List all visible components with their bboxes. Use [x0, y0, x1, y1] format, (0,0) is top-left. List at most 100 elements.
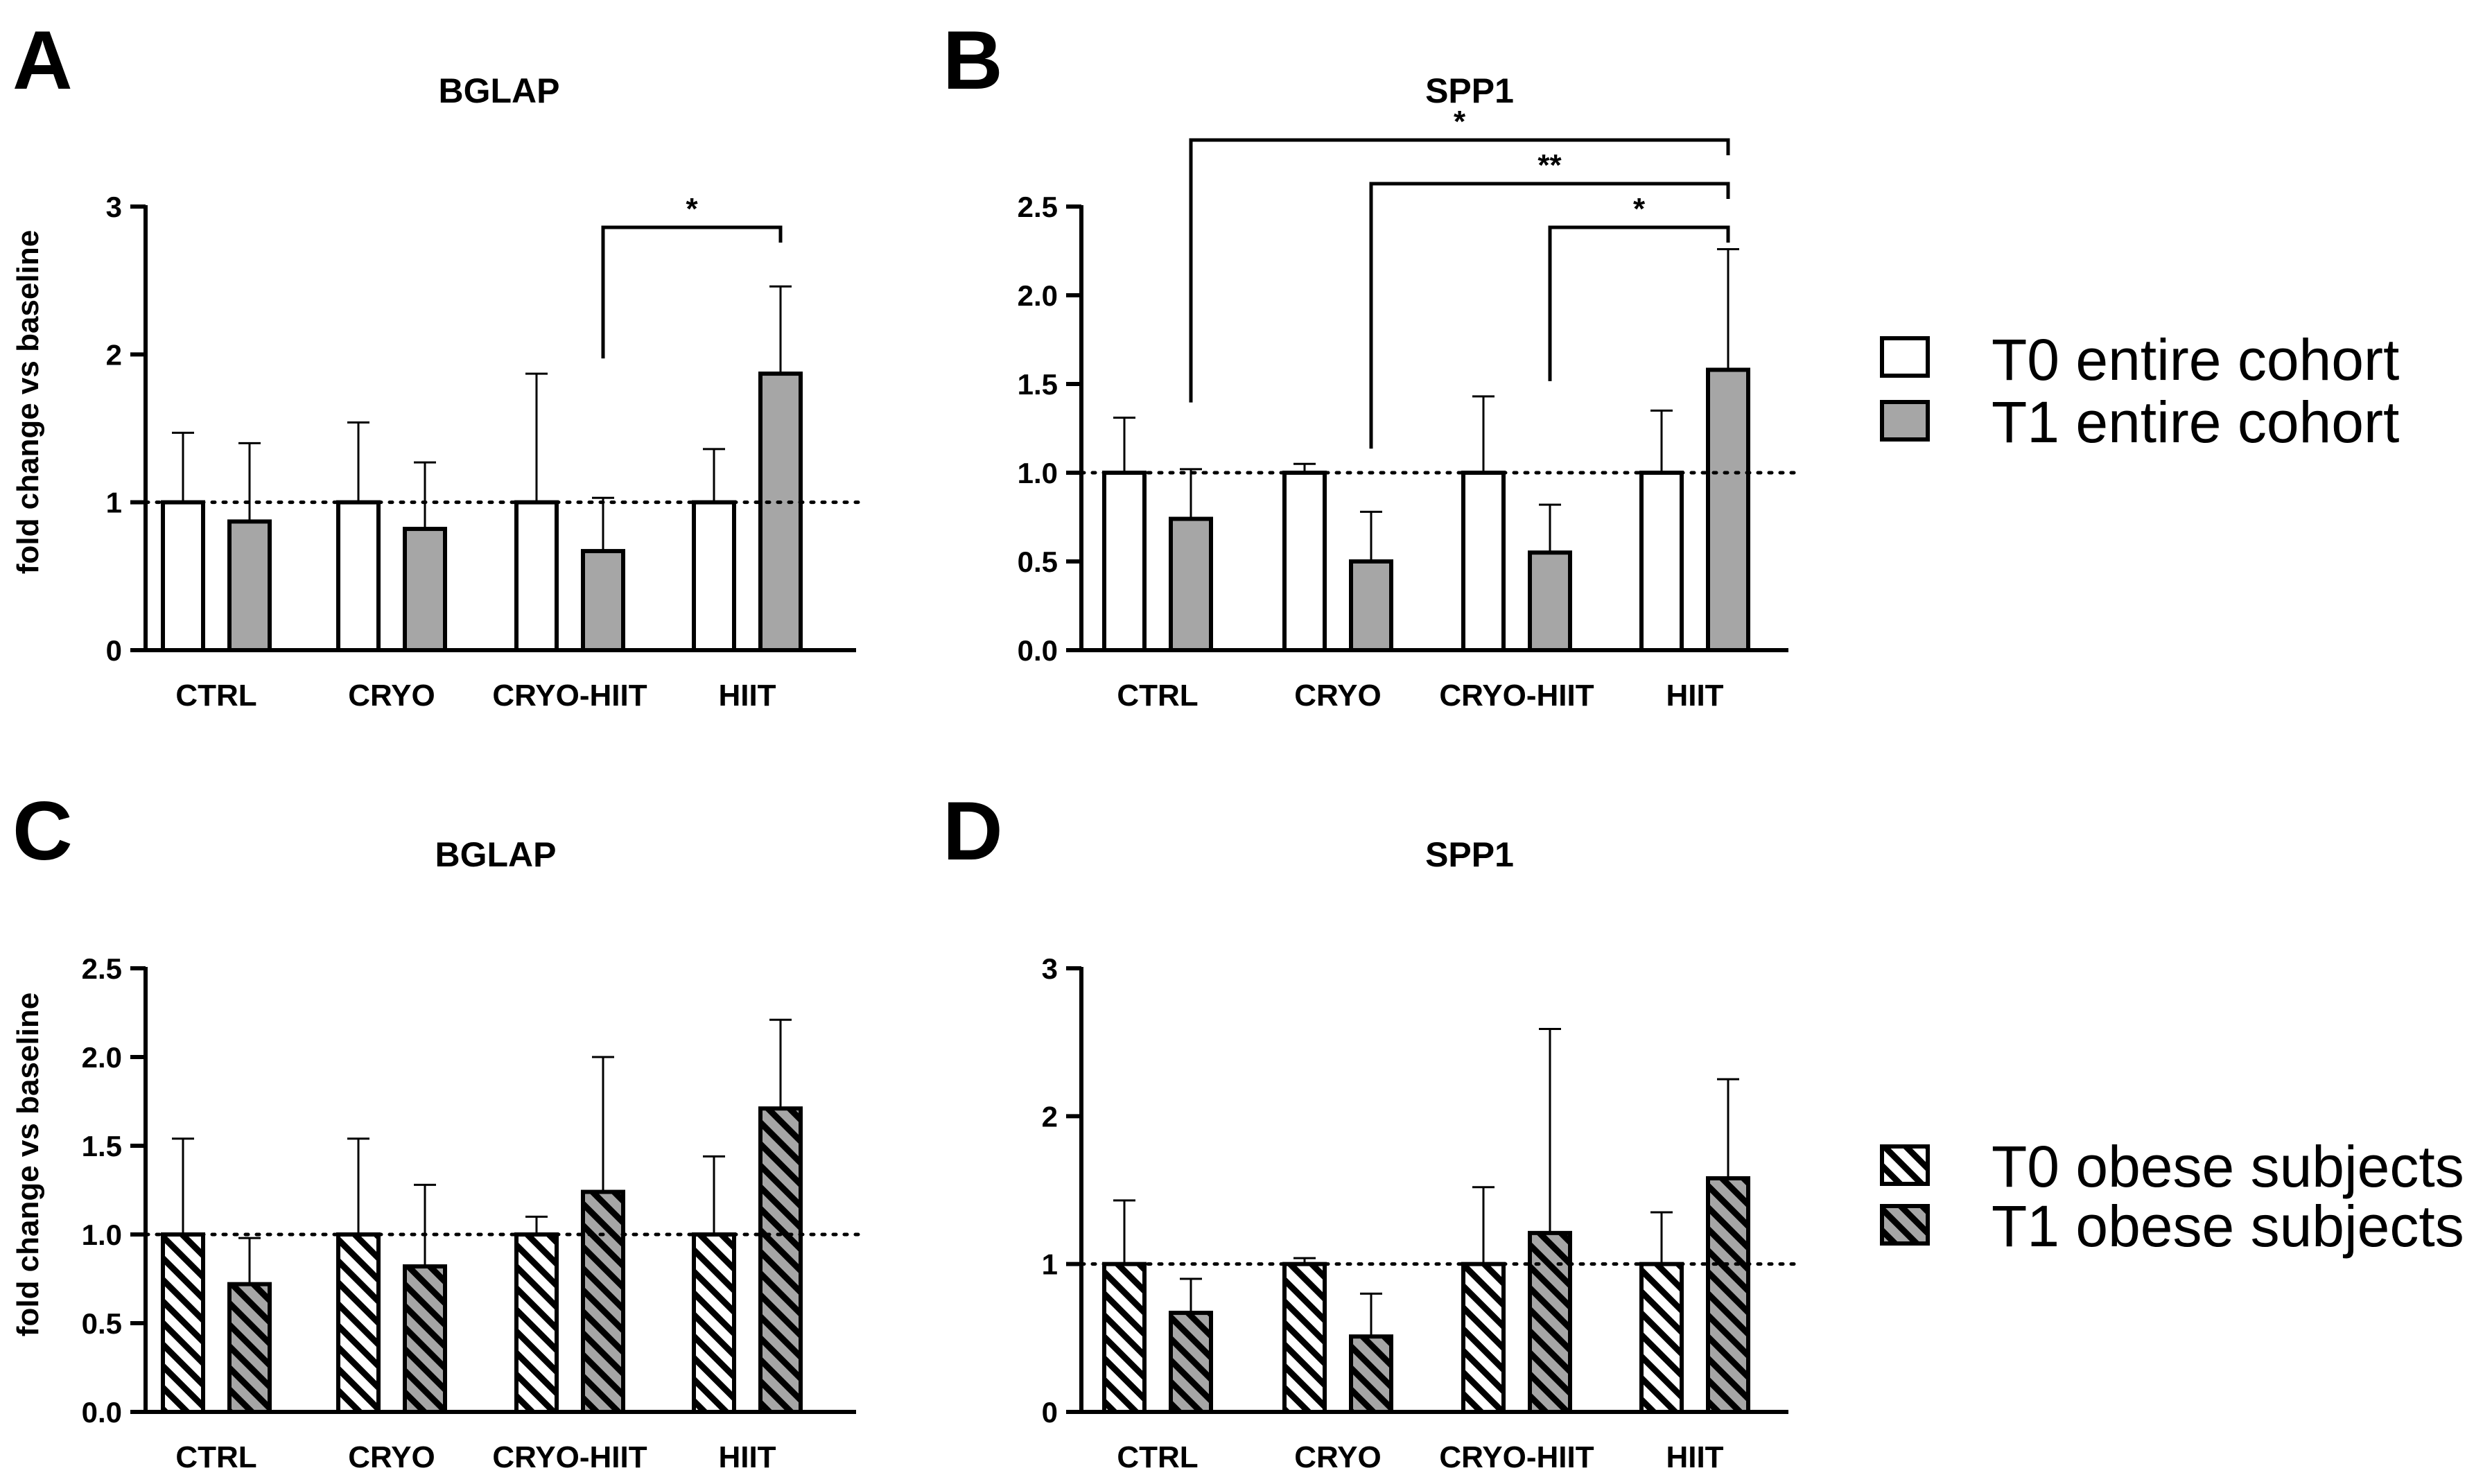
panel-label-b: B — [943, 14, 1003, 107]
panel-b-bar-t0-hiit — [1639, 471, 1684, 652]
panel-b-significance-bracket — [1189, 138, 1730, 403]
panel-d-bar-t1-cryo-hiit — [1528, 1230, 1572, 1415]
panel-c-bar-t0-hiit — [692, 1232, 736, 1414]
panel-a-title: BGLAP — [439, 71, 560, 110]
legend-swatch-t0-obese — [1880, 1144, 1930, 1186]
panel-b-y-tick-label: 2.0 — [1018, 279, 1058, 312]
panel-c-category-label: CTRL — [175, 1440, 256, 1474]
panel-d-y-tick-label: 2 — [1042, 1100, 1058, 1133]
panel-d-bar-t0-ctrl — [1102, 1262, 1147, 1414]
panel-a-category-label: CRYO-HIIT — [492, 679, 647, 713]
panel-b-y-tick-label: 2.5 — [1018, 191, 1058, 223]
panel-c-title: BGLAP — [435, 835, 557, 874]
panel-b-significance-label: * — [1633, 192, 1646, 226]
panel-a-bar-t0-ctrl — [161, 500, 205, 653]
panel-b-title: SPP1 — [1425, 71, 1514, 110]
panel-label-d: D — [943, 785, 1003, 878]
panel-d-category-label: CRYO — [1294, 1440, 1382, 1474]
panel-d-y-tick-label: 1 — [1042, 1248, 1058, 1281]
panel-c-y-tick-label: 0.0 — [82, 1396, 122, 1429]
panel-b-bar-t1-hiit — [1706, 367, 1750, 653]
legend-swatch-t0-entire — [1880, 336, 1930, 378]
legend-obese-subjects: T0 obese subjects T1 obese subjects — [1880, 1134, 2464, 1259]
panel-c-y-axis-label: fold change vs baseline — [11, 993, 45, 1336]
panel-b-y-tick-label: 0.5 — [1018, 545, 1058, 578]
panel-b-bar-t0-ctrl — [1102, 471, 1147, 652]
panel-c-bar-t1-hiit — [758, 1106, 803, 1414]
panel-c-y-tick-label: 0.5 — [82, 1307, 122, 1340]
panel-a-category-label: CTRL — [175, 679, 256, 713]
panel-c-category-label: CRYO — [348, 1440, 435, 1474]
panel-a-bar-t1-hiit — [758, 372, 803, 652]
panel-c-bar-t0-ctrl — [161, 1232, 205, 1414]
legend-swatch-t1-entire — [1880, 400, 1930, 442]
panel-c-bar-t1-cryo-hiit — [581, 1189, 625, 1415]
panel-d-bar-t1-hiit — [1706, 1176, 1750, 1415]
panel-b-bar-t1-cryo — [1349, 559, 1393, 652]
panel-c-category-label: CRYO-HIIT — [492, 1440, 647, 1474]
panel-d-y-tick-label: 3 — [1042, 952, 1058, 985]
panel-b-category-label: CRYO-HIIT — [1439, 679, 1594, 713]
panel-c-bar-t0-cryo — [336, 1232, 381, 1414]
panel-b-category-label: HIIT — [1666, 679, 1723, 713]
panel-c-bar-t1-ctrl — [227, 1282, 272, 1415]
panel-b-y-tick-label: 1.0 — [1018, 457, 1058, 489]
panel-c-y-tick-label: 1.5 — [82, 1130, 122, 1162]
panel-b-plot: 0.0 0.5 1.0 1.5 2.0 2.5 CTRL CRYO CRYO-HIIT HIIT *… — [1018, 105, 1797, 713]
panel-a-significance-label: * — [686, 192, 698, 226]
panel-b-y-tick-label: 1.5 — [1018, 368, 1058, 401]
legend-label-t1-entire: T1 entire cohort — [1992, 390, 2399, 455]
panel-b-category-label: CRYO — [1294, 679, 1382, 713]
panel-a-category-label: CRYO — [348, 679, 435, 713]
panel-a-bar-t0-cryo — [336, 500, 381, 653]
legend-label-t0-obese: T0 obese subjects — [1992, 1134, 2464, 1199]
panel-d-plot: 0 1 2 3 CTRL CRYO CRYO-HIIT HIIT — [1042, 952, 1797, 1474]
panel-d-y-tick-label: 0 — [1042, 1396, 1058, 1429]
panel-d-bar-t1-ctrl — [1169, 1311, 1213, 1414]
panel-d-title: SPP1 — [1425, 835, 1514, 874]
panel-a-bar-t1-cryo — [403, 527, 447, 652]
panel-c-bar-t0-cryo-hiit — [514, 1232, 559, 1414]
panel-label-c: C — [12, 785, 73, 878]
panel-c-y-tick-label: 1.0 — [82, 1219, 122, 1251]
panel-a-y-tick-label: 3 — [106, 191, 122, 223]
panel-b-significance-bracket — [1369, 182, 1730, 449]
panel-c-category-label: HIIT — [718, 1440, 776, 1474]
panel-a-plot: 0 1 2 3 CTRL CRYO CRYO-HIIT HIIT * — [106, 191, 865, 713]
panel-c-plot: 0.0 0.5 1.0 1.5 2.0 2.5 CTRL CRYO CRYO-HIIT HIIT — [82, 952, 865, 1474]
panel-a-y-axis-label: fold change vs baseline — [11, 230, 45, 574]
panel-b-category-label: CTRL — [1117, 679, 1198, 713]
panel-c-y-tick-label: 2.5 — [82, 952, 122, 985]
legend-entire-cohort: T0 entire cohort T1 entire cohort — [1880, 327, 2399, 455]
panel-d-bar-t0-hiit — [1639, 1262, 1684, 1414]
panel-label-a: A — [12, 14, 73, 107]
panel-a-y-tick-label: 1 — [106, 487, 122, 519]
panel-d-category-label: CTRL — [1117, 1440, 1198, 1474]
panel-b-bar-t1-cryo-hiit — [1528, 550, 1572, 653]
panel-a-significance-bracket — [601, 225, 783, 359]
panel-d-category-label: CRYO-HIIT — [1439, 1440, 1594, 1474]
panel-b-bar-t0-cryo — [1282, 471, 1327, 652]
legend-label-t0-entire: T0 entire cohort — [1992, 327, 2399, 392]
panel-a-bar-t0-cryo-hiit — [514, 500, 559, 653]
panel-a-bar-t1-ctrl — [227, 519, 272, 653]
legend-swatch-t1-obese — [1880, 1204, 1930, 1246]
panel-d-category-label: HIIT — [1666, 1440, 1723, 1474]
panel-c-bar-t1-cryo — [403, 1264, 447, 1414]
panel-d-bar-t0-cryo-hiit — [1461, 1262, 1506, 1414]
panel-a-y-tick-label: 0 — [106, 634, 122, 667]
panel-c-y-tick-label: 2.0 — [82, 1041, 122, 1074]
panel-b-significance-label: ** — [1537, 148, 1562, 182]
panel-d-bar-t0-cryo — [1282, 1262, 1327, 1414]
panel-a-bar-t1-cryo-hiit — [581, 549, 625, 652]
panel-d-bar-t1-cryo — [1349, 1334, 1393, 1414]
panel-b-bar-t0-cryo-hiit — [1461, 471, 1506, 652]
panel-b-y-tick-label: 0.0 — [1018, 634, 1058, 667]
panel-b-significance-bracket — [1548, 225, 1730, 381]
legend-label-t1-obese: T1 obese subjects — [1992, 1194, 2464, 1259]
panel-a-y-tick-label: 2 — [106, 338, 122, 371]
panel-a-category-label: HIIT — [718, 679, 776, 713]
panel-a-bar-t0-hiit — [692, 500, 736, 653]
panel-b-significance-label: * — [1454, 105, 1466, 139]
